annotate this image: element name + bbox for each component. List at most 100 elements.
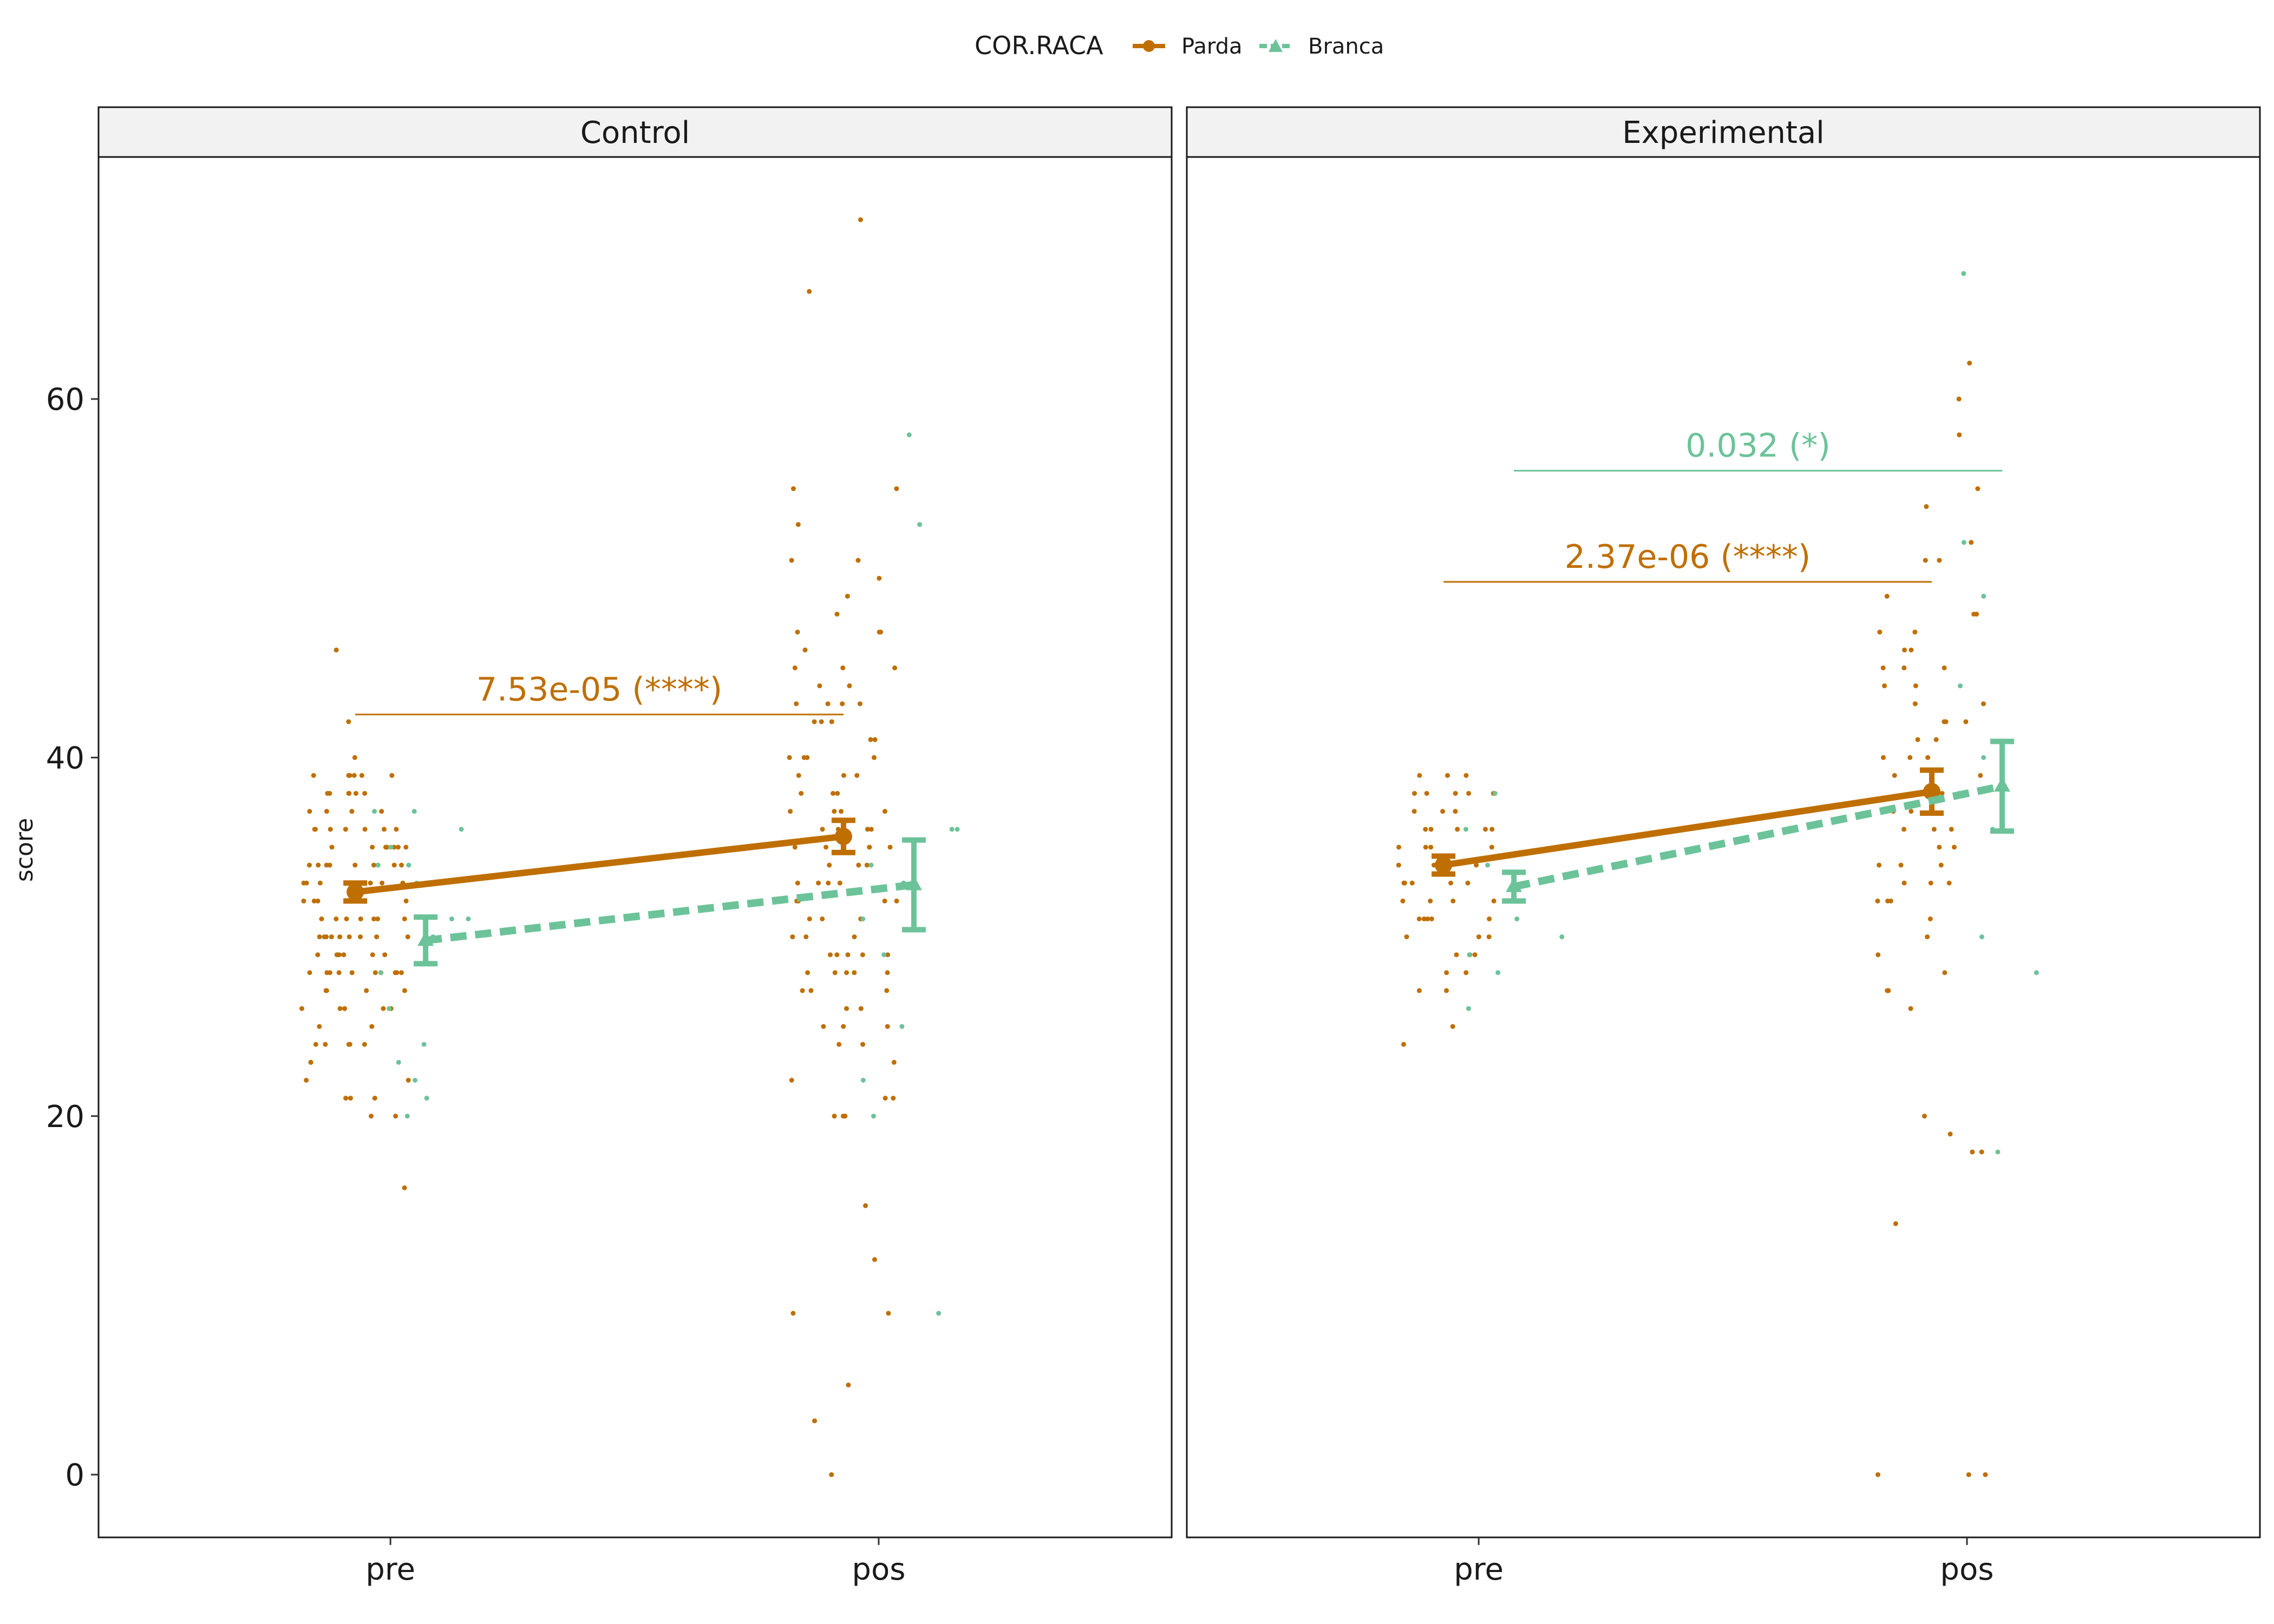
data-point <box>1892 773 1897 778</box>
data-point <box>384 844 390 850</box>
data-point <box>871 1114 876 1119</box>
data-point <box>796 773 801 778</box>
data-point <box>334 647 339 653</box>
data-point <box>1453 809 1458 814</box>
legend-label-parda: Parda <box>1181 34 1242 59</box>
data-point <box>1402 880 1407 886</box>
data-point <box>841 1024 846 1029</box>
data-point <box>841 773 846 778</box>
data-point <box>1450 898 1456 903</box>
data-point <box>1948 1131 1953 1137</box>
mean-marker <box>1994 777 2010 792</box>
data-point <box>835 791 840 796</box>
data-point <box>459 827 464 832</box>
data-point <box>1902 647 1907 653</box>
data-point <box>393 970 398 975</box>
data-point <box>819 719 824 724</box>
data-point <box>842 1114 848 1119</box>
data-point <box>812 719 817 724</box>
data-point <box>834 952 840 958</box>
data-point <box>882 898 887 903</box>
significance-label: 0.032 (*) <box>1685 427 1831 465</box>
data-point <box>1491 898 1497 903</box>
data-point <box>370 952 375 958</box>
data-point <box>1489 827 1495 832</box>
panel-marks: pre pos 7.53e-05 (****) <box>299 217 960 1587</box>
data-point <box>1922 1114 1927 1119</box>
data-point <box>373 970 378 975</box>
data-point <box>341 952 347 958</box>
data-point <box>1969 540 1974 545</box>
data-point <box>1924 504 1929 509</box>
data-point <box>1908 1006 1913 1011</box>
data-point <box>1877 630 1883 635</box>
data-point <box>1412 809 1417 814</box>
data-point <box>825 701 831 706</box>
data-point <box>852 970 857 975</box>
data-point <box>336 952 342 958</box>
data-point <box>1476 934 1481 940</box>
data-point <box>1876 1472 1880 1477</box>
data-point <box>840 665 846 671</box>
data-point <box>790 486 796 492</box>
data-point <box>1979 934 1984 940</box>
data-point <box>844 1006 849 1011</box>
data-point <box>311 773 316 778</box>
data-point <box>820 916 825 921</box>
data-point <box>795 880 800 886</box>
data-point <box>868 827 874 832</box>
data-point <box>868 737 873 742</box>
data-point <box>1486 934 1492 940</box>
data-point <box>380 880 385 886</box>
y-tick-label: 0 <box>65 1458 84 1493</box>
data-point <box>883 1096 888 1101</box>
data-point <box>347 773 352 778</box>
data-point <box>839 809 844 814</box>
data-point <box>375 862 381 868</box>
data-point <box>1975 486 1981 492</box>
data-point <box>1995 1149 2001 1155</box>
data-point <box>1453 791 1458 796</box>
data-point <box>1876 952 1881 958</box>
data-point <box>837 880 842 886</box>
data-point <box>1951 844 1957 850</box>
data-point <box>1983 1472 1988 1477</box>
data-point <box>375 916 380 921</box>
data-point <box>795 522 801 527</box>
data-point <box>1440 809 1445 814</box>
data-point <box>1946 880 1952 886</box>
data-point <box>1428 898 1433 903</box>
data-point <box>845 952 851 958</box>
data-point <box>1981 593 1987 599</box>
data-point <box>402 916 407 921</box>
data-point <box>1467 952 1472 958</box>
data-point <box>1424 791 1429 796</box>
data-point <box>327 791 332 796</box>
data-point <box>1466 1006 1471 1011</box>
y-tick-label: 40 <box>46 741 84 776</box>
data-point <box>790 934 795 940</box>
data-point <box>1913 683 1918 689</box>
data-point <box>387 1006 392 1011</box>
data-point <box>322 934 327 940</box>
data-point <box>1882 683 1887 689</box>
data-point <box>1875 898 1880 903</box>
data-point <box>315 898 321 903</box>
data-point <box>1455 827 1460 832</box>
data-point <box>1400 898 1406 903</box>
data-point <box>406 862 411 868</box>
data-point <box>358 934 363 940</box>
data-point <box>891 1059 897 1065</box>
data-point <box>858 217 863 222</box>
data-point <box>855 558 861 563</box>
data-point <box>337 1006 343 1011</box>
data-point <box>2034 970 2039 975</box>
data-point <box>840 701 845 706</box>
data-point <box>847 683 852 689</box>
data-point <box>1489 844 1494 850</box>
data-point <box>327 862 332 868</box>
data-point <box>391 862 397 868</box>
data-point <box>301 898 306 903</box>
data-point <box>1454 952 1459 958</box>
